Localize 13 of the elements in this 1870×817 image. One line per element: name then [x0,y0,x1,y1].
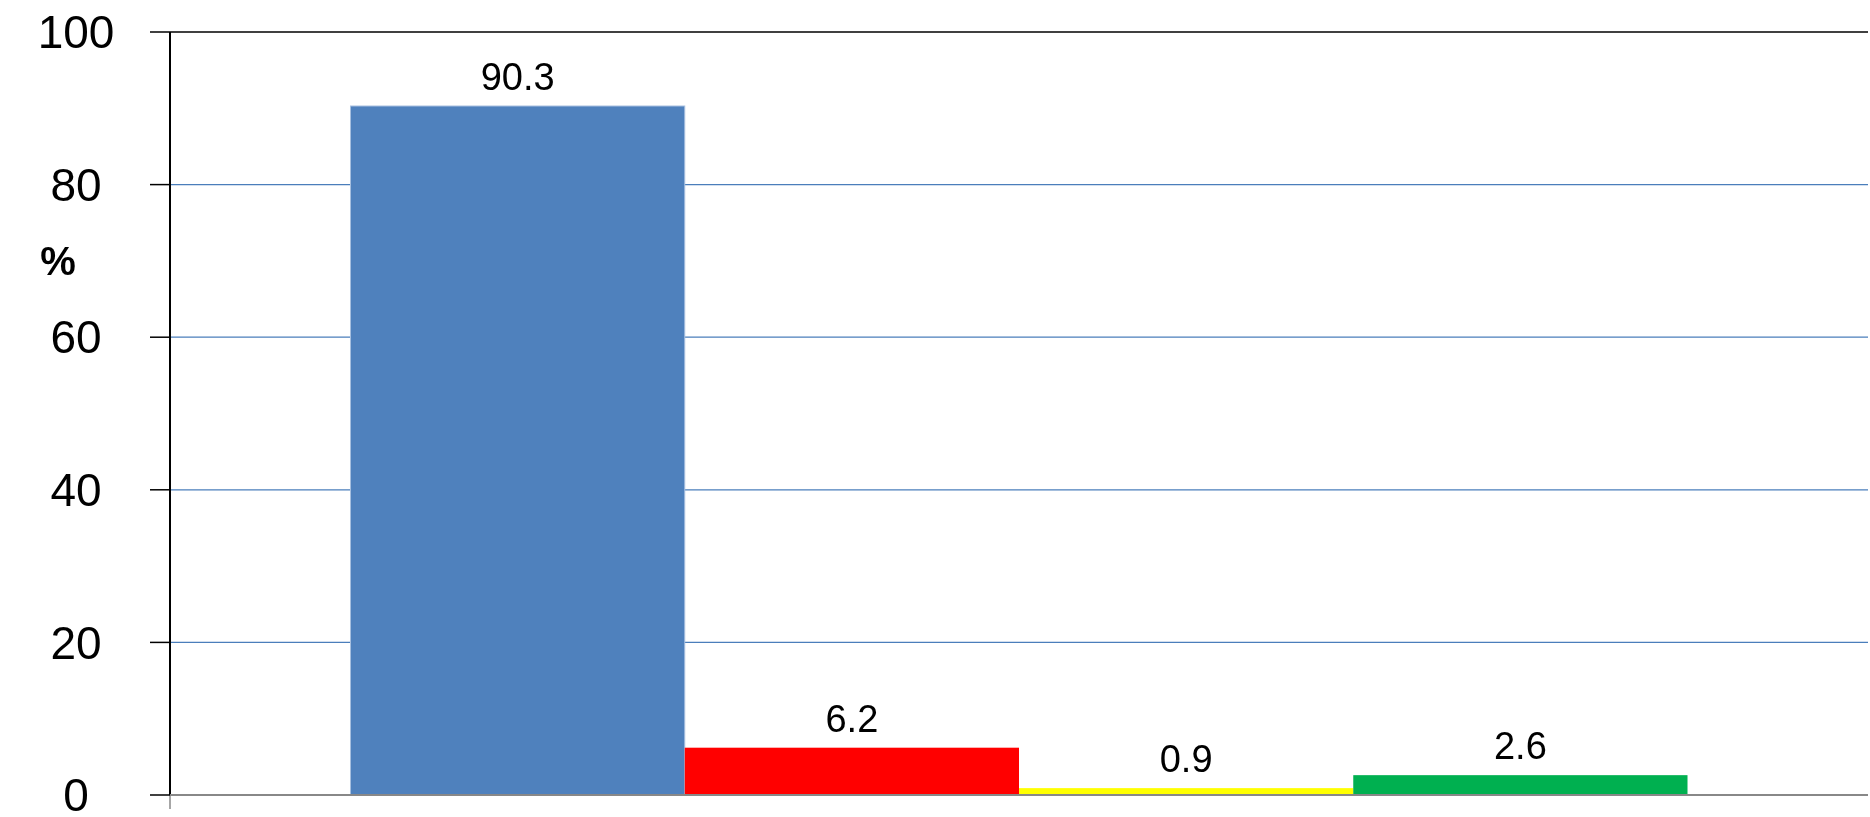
data-label: 0.9 [1159,738,1213,781]
bar [684,747,1019,795]
y-tick-label: 80 [50,158,102,211]
y-tick-label: 60 [50,311,102,364]
data-label: 90.3 [480,56,555,99]
y-tick-label: 20 [50,616,102,669]
y-tick-label: 0 [63,769,89,817]
data-label: 6.2 [825,697,879,740]
y-tick-label: 40 [50,463,102,516]
y-tick-label: 100 [37,6,115,59]
y-axis-title: % [40,238,76,283]
data-label: 2.6 [1493,725,1547,768]
bar [1353,775,1688,795]
